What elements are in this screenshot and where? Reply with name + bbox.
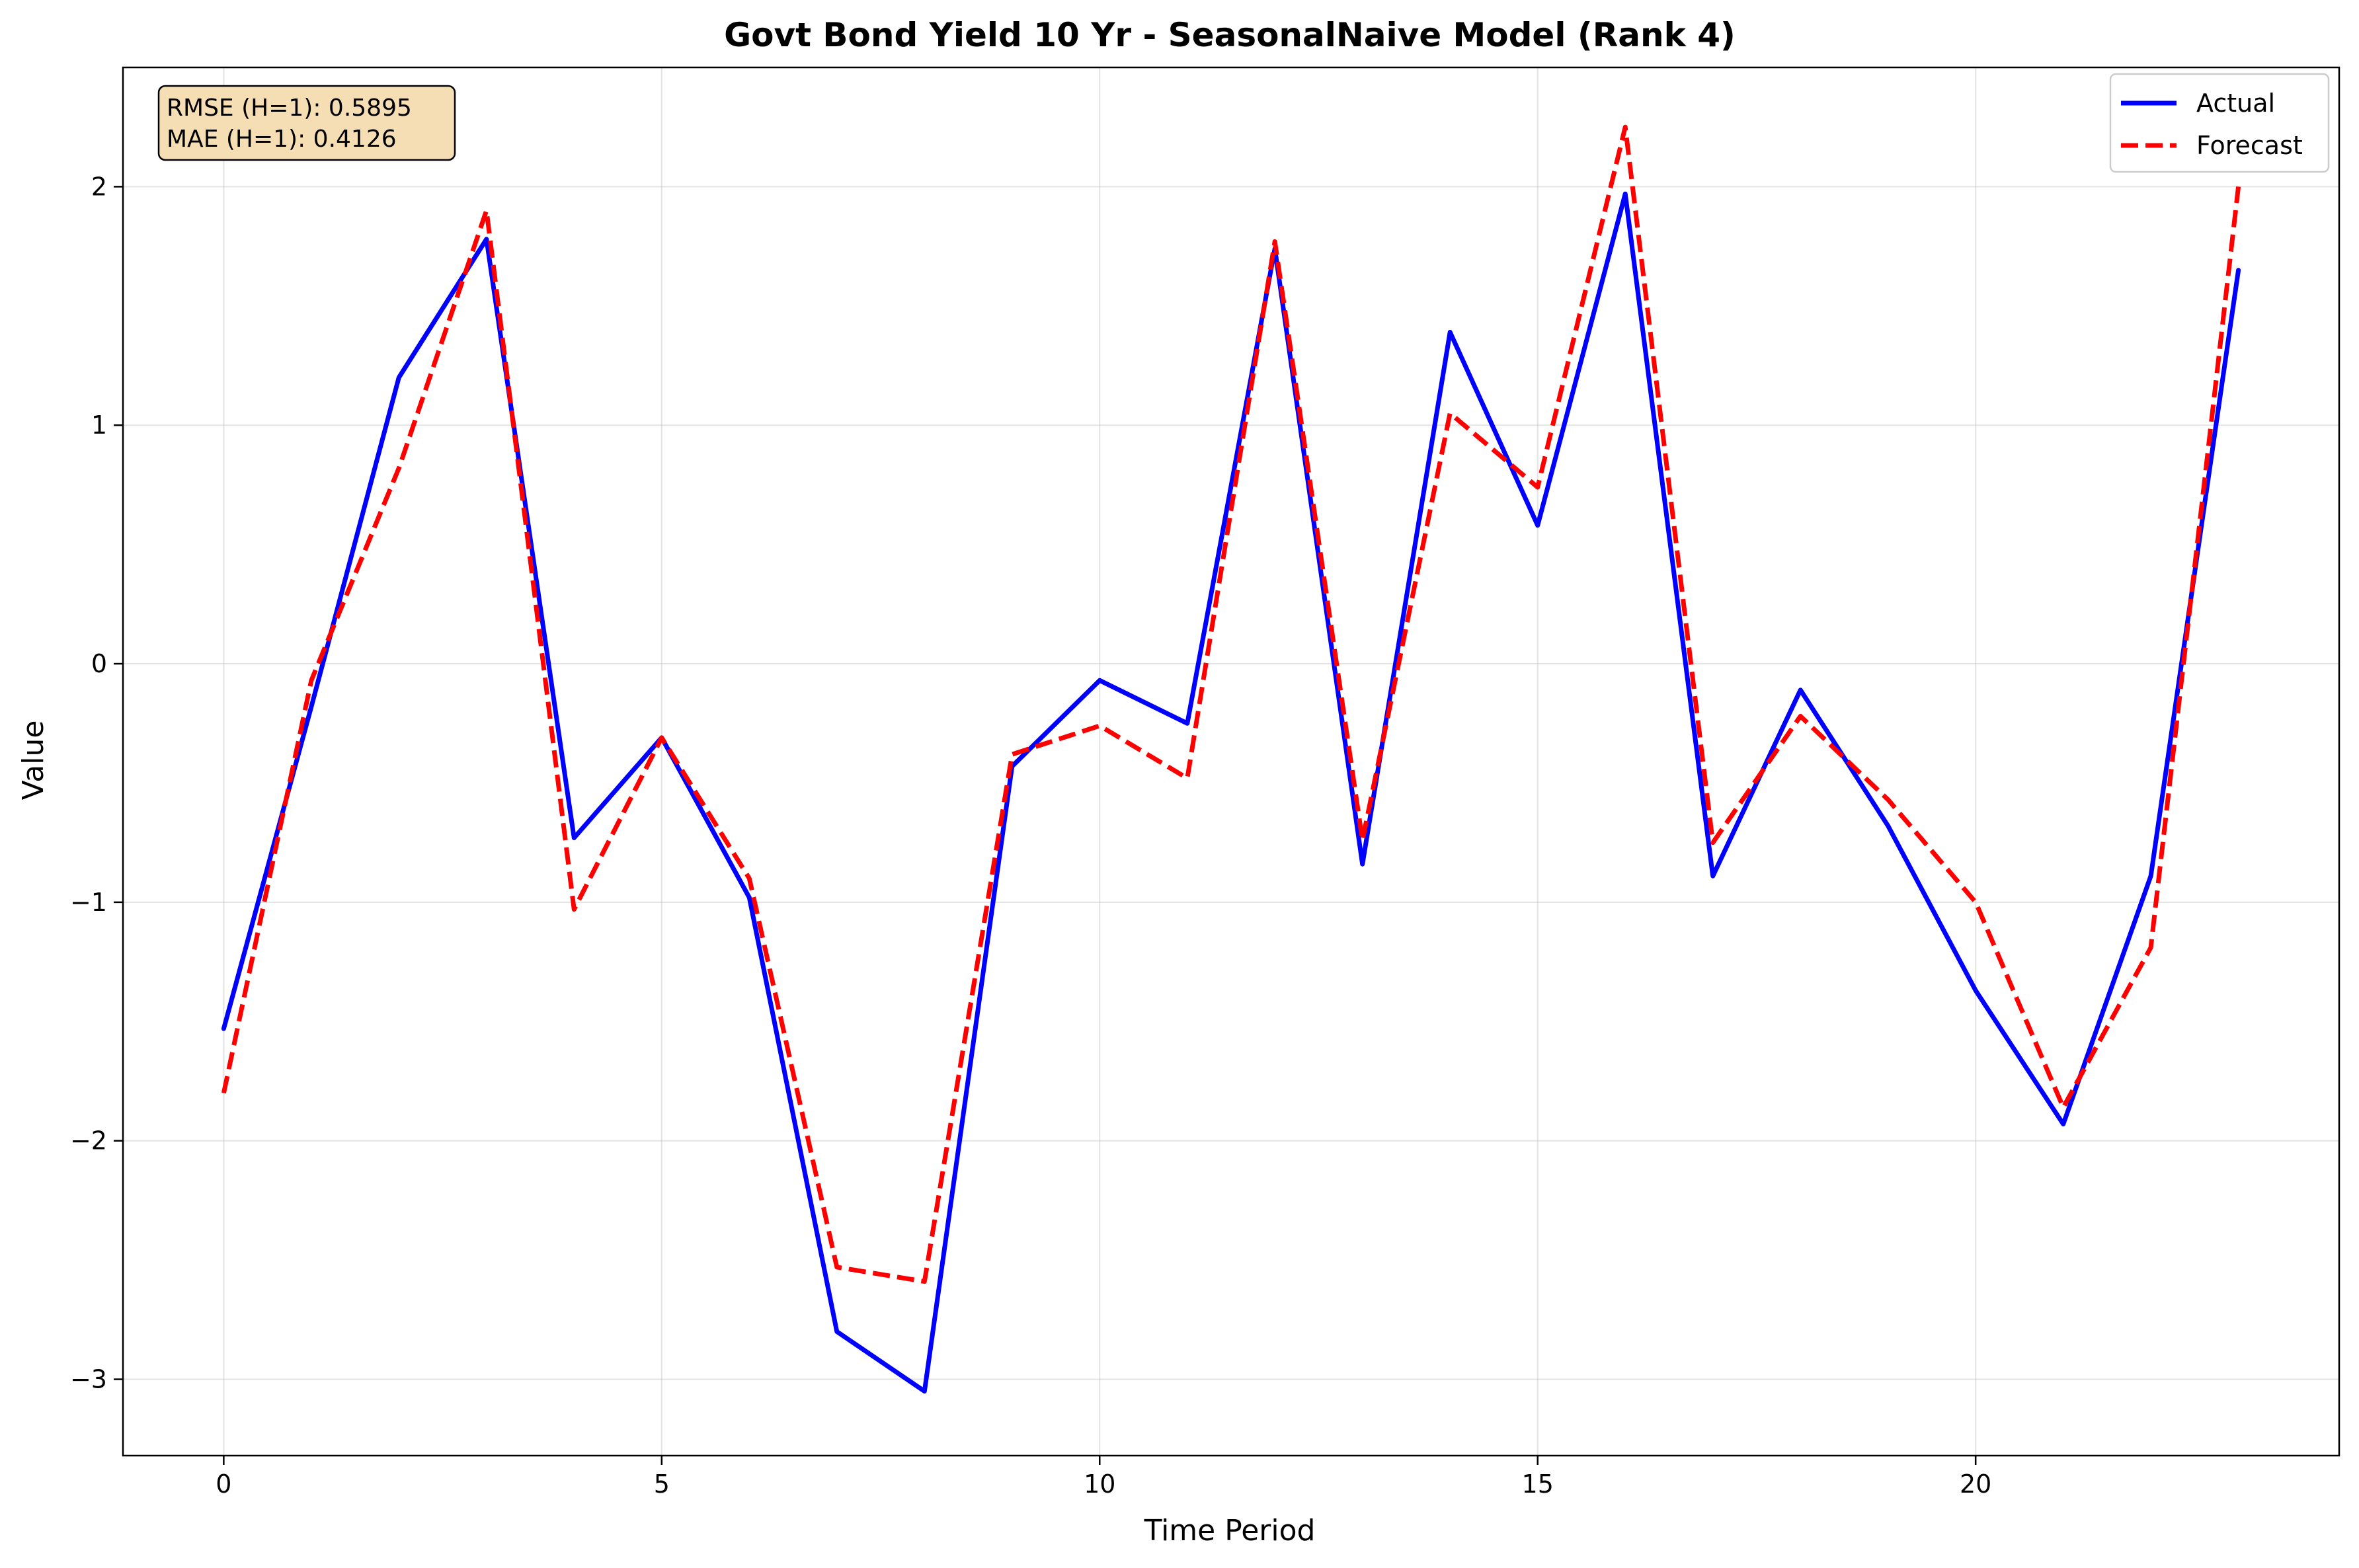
y-tick-label: 1	[91, 411, 107, 440]
series-line-actual	[221, 191, 2241, 1394]
series-layer	[221, 124, 2241, 1394]
x-axis-label: Time Period	[1144, 1514, 1316, 1548]
y-axis-label: Value	[17, 721, 50, 801]
y-tick-label: 0	[91, 649, 107, 678]
legend: Actual Forecast	[2109, 73, 2330, 173]
mae-text: MAE (H=1): 0.4126	[167, 126, 397, 153]
x-tick-label: 0	[216, 1470, 231, 1499]
metrics-annotation: RMSE (H=1): 0.5895 MAE (H=1): 0.4126	[157, 85, 456, 161]
x-tick-label: 20	[1960, 1470, 1991, 1499]
plot-frame	[122, 66, 2340, 1457]
grid-layer	[123, 67, 2339, 1456]
y-tick-label: −2	[70, 1126, 107, 1156]
series-line-forecast	[221, 124, 2241, 1284]
tick-layer: 0 5 10 15 20 −3 −2 −1 0 1 2	[70, 172, 1991, 1499]
legend-label-forecast: Forecast	[2196, 131, 2303, 160]
x-tick-label: 10	[1084, 1470, 1115, 1499]
metrics-annotation-background	[157, 85, 456, 161]
y-tick-label: −3	[70, 1365, 107, 1394]
chart-title: Govt Bond Yield 10 Yr - SeasonalNaive Mo…	[724, 16, 1736, 54]
y-tick-label: 2	[91, 172, 107, 201]
rmse-text: RMSE (H=1): 0.5895	[167, 95, 412, 122]
x-tick-label: 15	[1522, 1470, 1554, 1499]
x-tick-label: 5	[654, 1470, 670, 1499]
legend-label-actual: Actual	[2196, 89, 2275, 118]
y-tick-label: −1	[70, 888, 107, 917]
legend-frame	[2109, 73, 2330, 173]
